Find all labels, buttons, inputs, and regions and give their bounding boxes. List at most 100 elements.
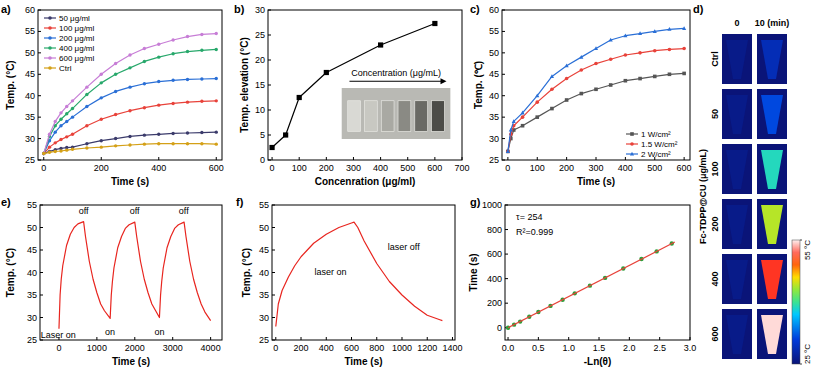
data-point (100, 118, 103, 121)
annotation: Laser on (41, 330, 76, 340)
data-point (48, 145, 51, 148)
thermal-spot (761, 205, 783, 244)
y-tick (502, 138, 505, 139)
inset-vial (415, 101, 428, 132)
data-point (100, 139, 103, 142)
annotation: off (79, 206, 89, 216)
y-tick (272, 317, 275, 318)
y-tick (505, 303, 508, 304)
plot-data (269, 21, 437, 150)
y-tick-label: 35 (489, 112, 499, 122)
data-point (128, 135, 131, 138)
data-point (215, 32, 218, 35)
legend-marker (48, 36, 52, 40)
x-tick-label: 600 (344, 343, 359, 353)
x-tick (299, 157, 300, 160)
data-point (324, 70, 329, 75)
y-tick-label: 40 (27, 268, 37, 278)
data-point (71, 107, 74, 110)
x-tick-label: 400 (319, 343, 334, 353)
data-point (521, 115, 525, 119)
x-tick-label: 0 (56, 343, 61, 353)
panel-letter: a) (1, 3, 11, 15)
data-point (580, 68, 584, 72)
y-tick-label: 25 (489, 155, 499, 165)
colorbar-label: 25 °C (803, 344, 812, 364)
y-tick-label: 35 (27, 290, 37, 300)
data-point (623, 33, 627, 37)
series-line (44, 34, 217, 154)
data-point (594, 87, 598, 91)
x-axis-title: -Ln(θ) (584, 356, 612, 367)
x-tick (407, 157, 408, 160)
x-tick-label: 1000 (87, 343, 107, 353)
plot-frame (272, 205, 455, 340)
y-tick (502, 10, 505, 11)
data-point (65, 135, 68, 138)
y-tick-label: 55 (489, 26, 499, 36)
data-point (157, 43, 160, 46)
y-tick-label: 30 (27, 313, 37, 323)
data-point (186, 100, 189, 103)
panel-letter: f) (236, 196, 244, 208)
y-tick (268, 110, 271, 111)
data-point (378, 42, 383, 47)
thermal-spot (761, 95, 783, 134)
panel: c)01002003004005006002530354045505560Tim… (470, 3, 692, 187)
data-point (609, 83, 613, 87)
inset-vial (381, 101, 394, 132)
data-point (128, 143, 131, 146)
y-tick-label: 50 (259, 223, 269, 233)
x-tick-label: 0.5 (532, 343, 545, 353)
annotation: laser on (315, 267, 347, 277)
data-point (550, 74, 554, 78)
y-tick (502, 74, 505, 75)
x-tick-label: 600 (427, 163, 442, 173)
data-point (157, 133, 160, 136)
data-point (609, 57, 613, 61)
plot-data (59, 222, 211, 329)
data-point (48, 133, 51, 136)
data-point (624, 53, 628, 57)
data-point (85, 93, 88, 96)
y-tick (40, 317, 43, 318)
plot-data (506, 26, 686, 153)
y-tick-label: 60 (25, 5, 35, 15)
y-tick-label: 35 (259, 290, 269, 300)
column-header: 0 (734, 18, 739, 28)
legend-marker (48, 16, 52, 20)
y-tick-label: 55 (259, 200, 269, 210)
data-point (85, 124, 88, 127)
data-point (114, 62, 117, 65)
x-tick-label: 500 (647, 163, 662, 173)
row-label: 600 (710, 326, 720, 341)
annotation: off (179, 206, 189, 216)
data-point (682, 26, 686, 30)
data-point (157, 55, 160, 58)
y-tick (268, 35, 271, 36)
data-point (186, 78, 189, 81)
x-tick (275, 337, 276, 340)
x-tick-label: 0 (273, 343, 278, 353)
x-tick (508, 337, 509, 340)
data-point (186, 35, 189, 38)
x-tick-label: 100 (530, 163, 545, 173)
thermal-spot (761, 315, 783, 354)
data-point (509, 128, 513, 132)
x-tick (568, 337, 569, 340)
y-tick-label: 45 (27, 245, 37, 255)
y-tick-label: 200 (487, 298, 502, 308)
x-tick (301, 337, 302, 340)
x-tick (629, 337, 630, 340)
row-axis-title: Fc-TDPP@CU (μg/mL) (698, 149, 708, 244)
y-tick-label: 45 (25, 69, 35, 79)
data-point (42, 152, 45, 155)
series-line (508, 242, 675, 328)
x-tick-label: 3000 (163, 343, 183, 353)
x-tick-label: 2000 (125, 343, 145, 353)
y-tick (505, 254, 508, 255)
x-axis-title: Time (s) (344, 356, 382, 367)
figure: a)02004006002530354045505560Time (s)Temp… (0, 0, 813, 375)
x-tick-label: 0 (41, 163, 46, 173)
x-tick-label: 200 (94, 163, 109, 173)
